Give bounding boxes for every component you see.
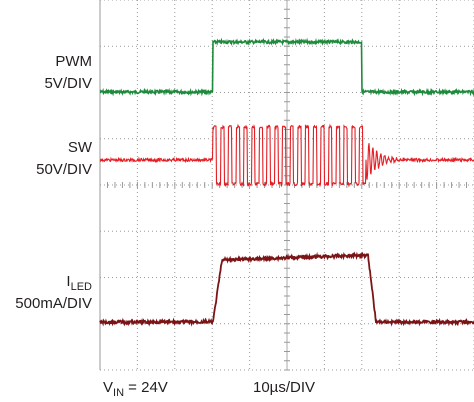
sw-trace <box>99 123 474 188</box>
vin-sub: IN <box>113 387 124 399</box>
trace-scale: 5V/DIV <box>44 75 92 92</box>
timebase: 10µs/DIV <box>253 379 315 396</box>
trace-name: PWM <box>55 53 92 70</box>
trace-name-main: I <box>66 273 70 290</box>
trace-name: ILED <box>66 273 92 293</box>
pwm-trace <box>99 37 474 97</box>
trace-scale: 500mA/DIV <box>15 295 92 312</box>
trace-scale: 50V/DIV <box>36 161 92 178</box>
input-voltage: VIN = 24V <box>103 379 168 399</box>
trace-name-sub: LED <box>71 281 92 293</box>
trace-name: SW <box>68 139 93 156</box>
iled-trace <box>99 251 474 327</box>
vin-value: = 24V <box>124 379 168 396</box>
graticule <box>99 0 474 371</box>
waveforms <box>99 37 474 327</box>
vin-symbol: V <box>103 379 113 396</box>
